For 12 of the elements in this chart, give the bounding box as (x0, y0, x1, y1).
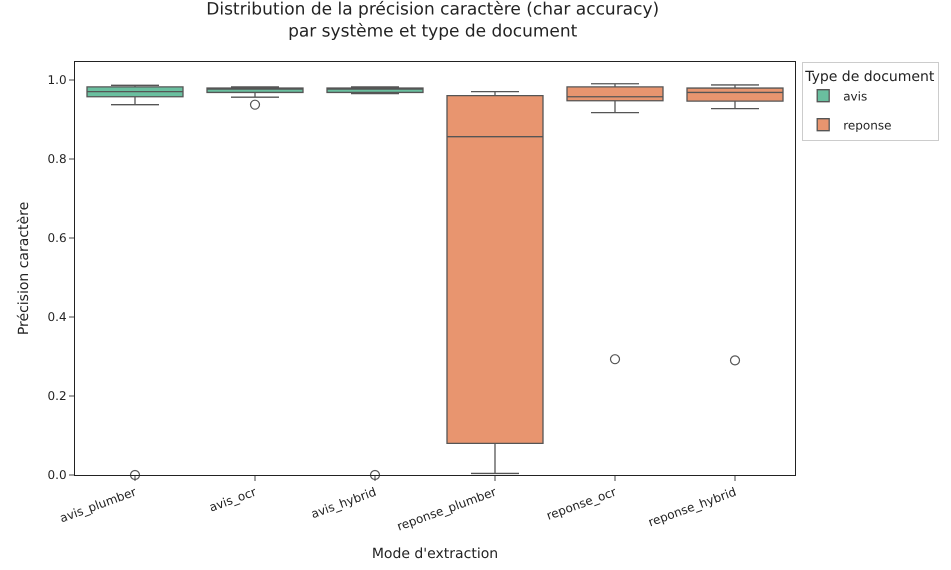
legend-title: Type de document (804, 69, 935, 86)
y-tick-label: 0.6 (48, 231, 67, 246)
legend-label: avis (843, 89, 868, 104)
y-tick-label: 0.4 (48, 310, 67, 324)
y-axis-title: Précision caractère (16, 202, 32, 336)
y-tick-label: 1.0 (48, 72, 67, 87)
y-tick-label: 0.0 (48, 468, 67, 482)
legend-label: reponse (843, 118, 892, 132)
y-tick-label: 0.8 (48, 152, 67, 166)
y-tick-label: 0.2 (48, 389, 67, 404)
chart-title: Distribution de la précision caractère (char accuracy) par système et type de document (206, 0, 660, 42)
x-axis-title: Mode d'extraction (372, 546, 498, 562)
